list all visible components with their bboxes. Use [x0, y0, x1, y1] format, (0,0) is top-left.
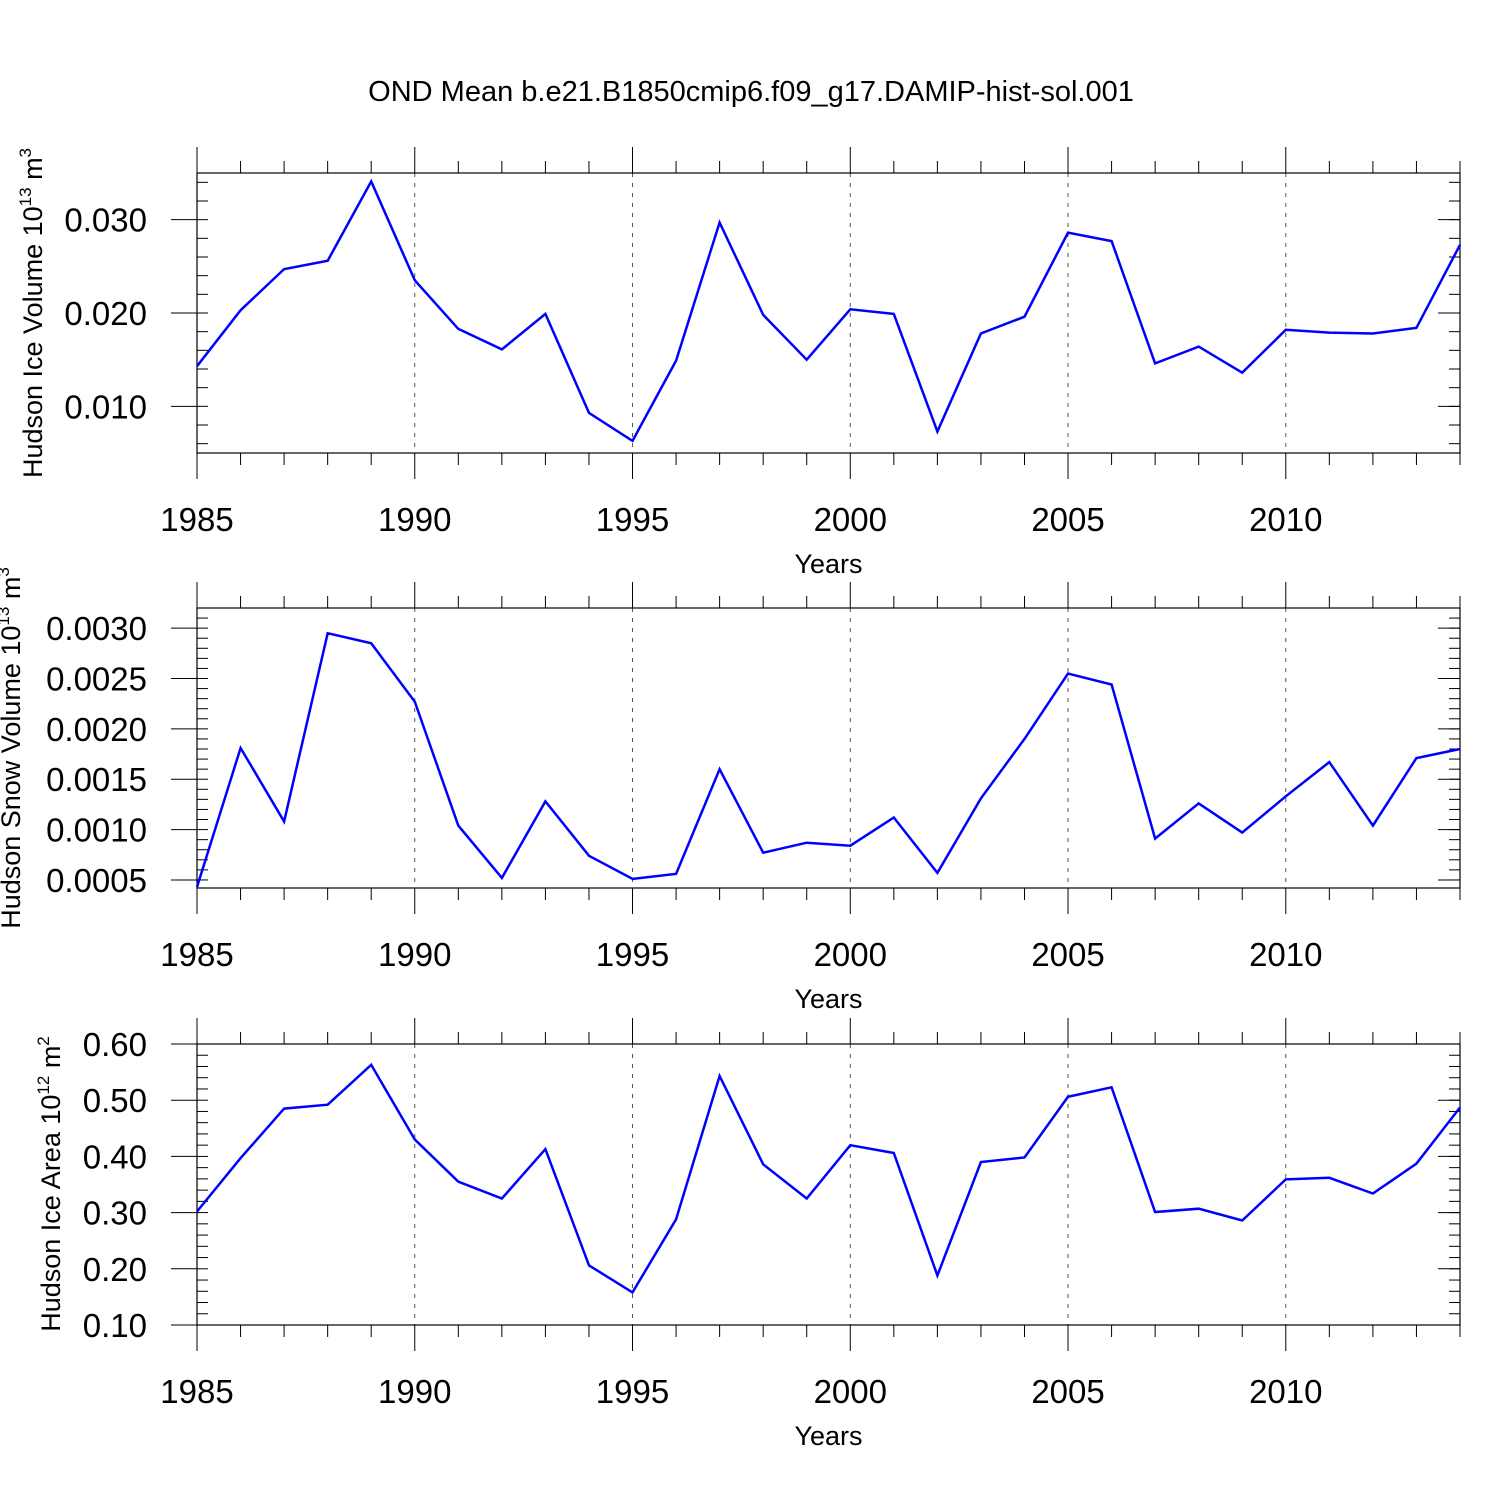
y-tick-label: 0.0010	[46, 812, 147, 849]
x-tick-label: 1995	[596, 1373, 669, 1410]
x-tick-label: 1985	[160, 1373, 233, 1410]
x-tick-label: 1990	[378, 1373, 451, 1410]
x-tick-label: 2000	[814, 936, 887, 973]
y-axis-label-superscript: 12	[34, 1076, 53, 1095]
y-tick-label: 0.20	[83, 1251, 147, 1288]
x-axis-label: Years	[794, 549, 862, 579]
x-tick-label: 2000	[814, 501, 887, 538]
y-axis-label-superscript: 13	[0, 607, 13, 626]
y-tick-label: 0.0030	[46, 610, 147, 647]
x-tick-label: 1990	[378, 936, 451, 973]
x-tick-label: 2010	[1249, 1373, 1322, 1410]
y-axis-label-superscript: 13	[16, 187, 35, 206]
y-tick-label: 0.0020	[46, 711, 147, 748]
y-axis-label-superscript: 3	[16, 148, 35, 157]
y-axis-label-part: Hudson Snow Volume 10	[0, 626, 26, 929]
x-tick-label: 1990	[378, 501, 451, 538]
y-axis-label-part: m	[0, 577, 26, 607]
y-axis-label: Hudson Ice Area 1012 m2	[34, 1036, 66, 1332]
x-axis-label: Years	[794, 1421, 862, 1451]
x-tick-label: 1985	[160, 936, 233, 973]
x-tick-label: 1985	[160, 501, 233, 538]
x-tick-label: 2000	[814, 1373, 887, 1410]
y-tick-label: 0.30	[83, 1195, 147, 1232]
chart-panel-ice-volume: 0.010 0.020 0.030 1985 1990 1995 2000 2005 2010 Y…	[16, 147, 1462, 579]
y-tick-label: 0.0015	[46, 761, 147, 798]
x-tick-label: 1995	[596, 501, 669, 538]
y-tick-label: 0.10	[83, 1307, 147, 1344]
x-tick-label: 2010	[1249, 501, 1322, 538]
y-axis-label-part: Hudson Ice Area 10	[36, 1095, 66, 1332]
y-tick-label: 0.40	[83, 1138, 147, 1175]
x-axis-label: Years	[794, 984, 862, 1014]
y-tick-label: 0.020	[64, 295, 147, 332]
y-axis-label-superscript: 3	[0, 567, 13, 576]
x-tick-label: 2005	[1031, 501, 1104, 538]
plot-frame	[196, 1043, 1461, 1326]
y-tick-label: 0.010	[64, 388, 147, 425]
y-tick-label: 0.0025	[46, 661, 147, 698]
x-tick-label: 2010	[1249, 936, 1322, 973]
series-line-ice-volume	[196, 178, 1462, 443]
y-tick-label: 0.60	[83, 1026, 147, 1063]
y-axis-label-part: Hudson Ice Volume 10	[18, 206, 48, 478]
y-tick-label: 0.0005	[46, 862, 147, 899]
x-tick-label: 2005	[1031, 1373, 1104, 1410]
y-axis-label-part: m	[18, 157, 48, 187]
y-axis-label-superscript: 2	[34, 1036, 53, 1045]
x-tick-label: 1995	[596, 936, 669, 973]
series-line-snow-volume	[195, 631, 1461, 888]
y-axis-label: Hudson Ice Volume 1013 m3	[16, 148, 48, 478]
series-line-ice-area	[196, 1062, 1461, 1295]
y-axis-label: Hudson Snow Volume 1013 m3	[0, 567, 26, 929]
y-tick-label: 0.50	[83, 1082, 147, 1119]
x-tick-label: 2005	[1031, 936, 1104, 973]
chart-panel-snow-volume: 0.0005 0.0010 0.0015 0.0020 0.0025 0.0030 1985…	[0, 567, 1461, 1014]
plot-frame	[196, 607, 1461, 889]
chart-panel-ice-area: 0.10 0.20 0.30 0.40 0.50 0.60 1985 1990 1995 2000…	[34, 1018, 1461, 1451]
figure-title: OND Mean b.e21.B1850cmip6.f09_g17.DAMIP-…	[368, 76, 1134, 108]
y-tick-label: 0.030	[64, 202, 147, 239]
y-axis-label-part: m	[36, 1046, 66, 1076]
